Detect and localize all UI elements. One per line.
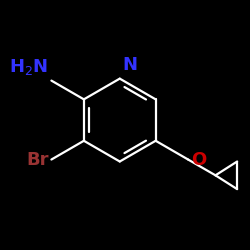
Text: H$_2$N: H$_2$N: [9, 57, 48, 77]
Text: N: N: [123, 56, 138, 74]
Text: Br: Br: [26, 150, 48, 168]
Text: O: O: [191, 150, 206, 168]
